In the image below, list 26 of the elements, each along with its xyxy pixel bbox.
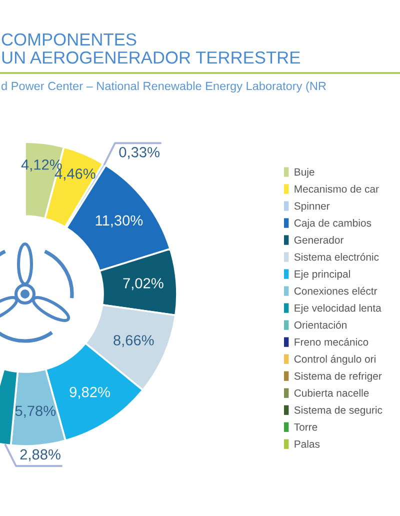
legend-label: Palas [294, 440, 320, 448]
legend-label: Cubierta nacelle [294, 389, 369, 397]
legend-label: Sistema electrónic [294, 252, 379, 261]
legend-label: Mecanismo de car [294, 185, 379, 193]
legend-label: Caja de cambios [294, 219, 372, 229]
data-label: 0,33% [119, 147, 160, 160]
legend-label: Control ángulo ori [294, 354, 376, 365]
legend-label: Eje principal [294, 270, 350, 280]
legend-label: Sistema de seguric [294, 406, 382, 416]
data-label: 7,02% [123, 278, 164, 290]
legend-label: Eje velocidad lenta [294, 304, 382, 314]
legend-label: Spinner [294, 202, 330, 212]
legend-label: Conexiones eléctr [294, 286, 378, 295]
chart-title: COMPONENTES UN AEROGENERADOR TERRESTRE [2, 33, 300, 64]
chart-subtitle: d Power Center – National Renewable Energy Laboratory (NR [1, 82, 326, 92]
data-label: 8,66% [114, 335, 154, 348]
legend-label: Sistema de refriger [294, 372, 382, 382]
legend-label: Buje [294, 168, 314, 178]
data-label: 9,82% [70, 386, 110, 399]
legend-label: Torre [294, 423, 318, 431]
data-label: 5,78% [15, 406, 56, 418]
data-label: 2,88% [20, 449, 60, 462]
legend-label: Generador [294, 236, 344, 244]
data-label: 11,30% [96, 215, 143, 228]
legend-label: Orientación [294, 320, 346, 329]
legend-label: Freno mecánico [294, 338, 368, 346]
